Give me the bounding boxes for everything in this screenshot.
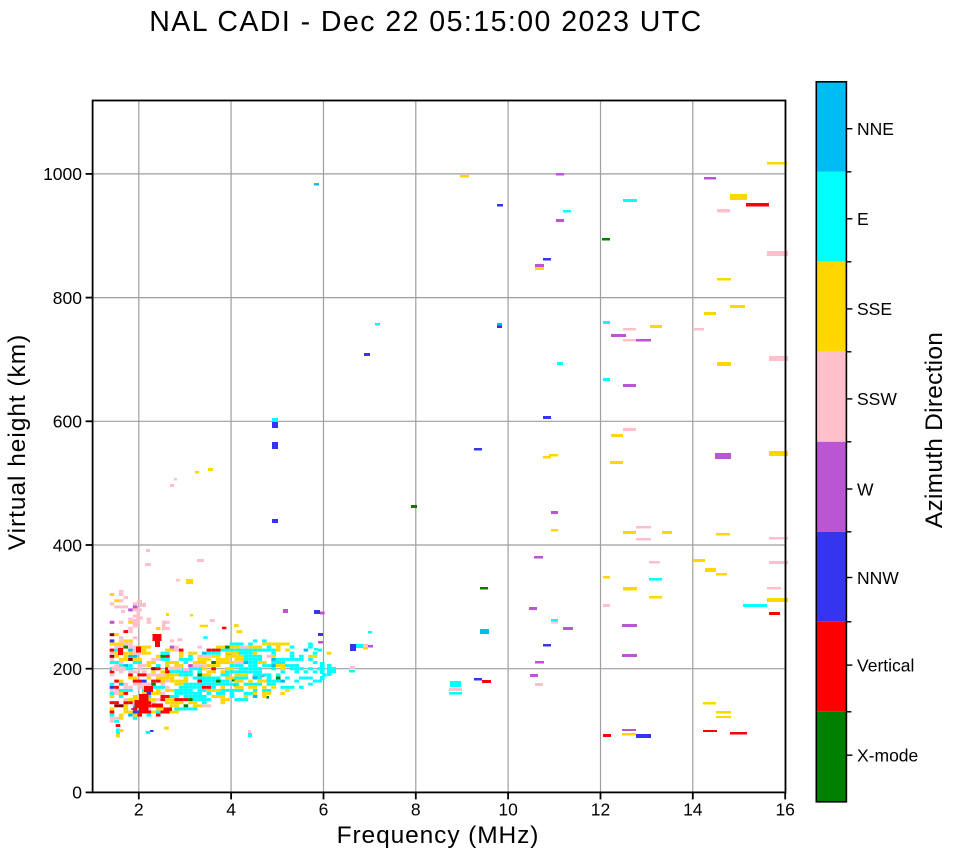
svg-text:4: 4 xyxy=(226,800,236,820)
svg-text:12: 12 xyxy=(591,800,610,820)
svg-text:NAL CADI - Dec 22 05:15:00 202: NAL CADI - Dec 22 05:15:00 2023 UTC xyxy=(149,6,702,38)
svg-text:Azimuth Direction: Azimuth Direction xyxy=(921,332,948,528)
svg-text:X-mode: X-mode xyxy=(857,746,918,766)
svg-text:16: 16 xyxy=(775,800,794,820)
svg-text:Virtual height (km): Virtual height (km) xyxy=(4,334,31,550)
svg-text:E: E xyxy=(857,209,869,229)
svg-text:14: 14 xyxy=(683,800,703,820)
svg-text:8: 8 xyxy=(411,800,421,820)
svg-text:NNE: NNE xyxy=(857,119,894,139)
svg-text:800: 800 xyxy=(53,288,82,308)
svg-text:600: 600 xyxy=(53,412,82,432)
svg-text:10: 10 xyxy=(498,800,518,820)
svg-text:NNW: NNW xyxy=(857,568,899,588)
svg-text:0: 0 xyxy=(72,783,82,803)
svg-text:6: 6 xyxy=(319,800,329,820)
svg-text:SSE: SSE xyxy=(857,299,892,319)
svg-text:Vertical: Vertical xyxy=(857,655,914,675)
svg-text:1000: 1000 xyxy=(43,164,82,184)
svg-text:Frequency (MHz): Frequency (MHz) xyxy=(337,822,540,849)
svg-text:200: 200 xyxy=(53,659,82,679)
svg-text:400: 400 xyxy=(53,535,82,555)
svg-text:2: 2 xyxy=(134,800,144,820)
svg-text:W: W xyxy=(857,479,874,499)
svg-text:SSW: SSW xyxy=(857,389,897,409)
